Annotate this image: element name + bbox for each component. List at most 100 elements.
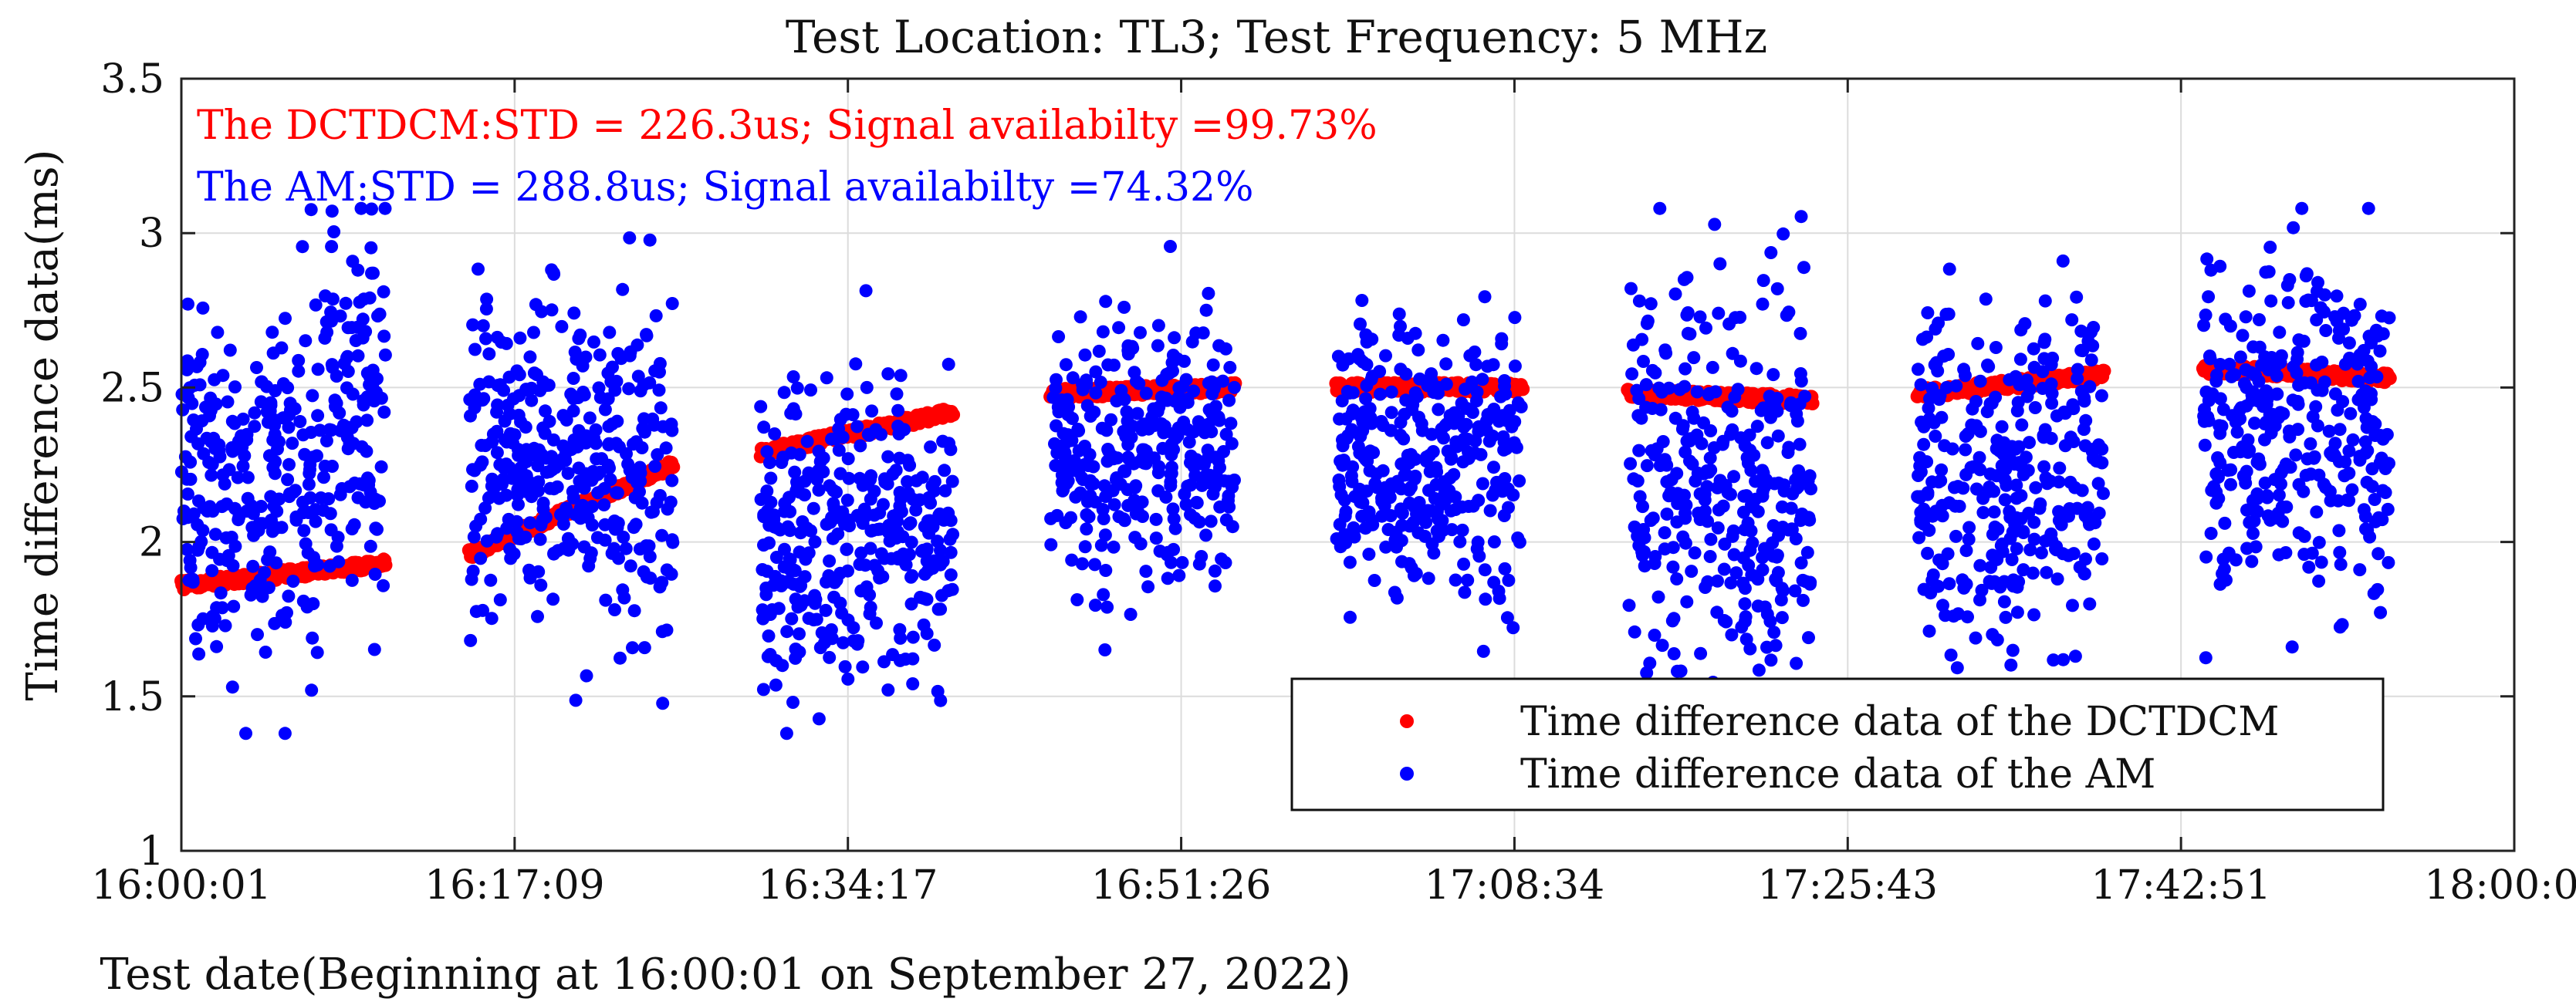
am-data-point bbox=[652, 383, 666, 397]
am-data-point bbox=[1094, 376, 1107, 389]
am-data-point bbox=[346, 255, 360, 268]
am-data-point bbox=[2378, 486, 2392, 499]
am-data-point bbox=[2262, 265, 2276, 278]
am-data-point bbox=[2246, 527, 2260, 540]
am-data-point bbox=[500, 435, 514, 449]
am-data-point bbox=[931, 684, 945, 698]
am-data-point bbox=[1704, 532, 1718, 546]
am-data-point bbox=[2066, 599, 2079, 612]
am-data-point bbox=[1205, 407, 1219, 420]
am-data-point bbox=[1632, 538, 1646, 552]
am-data-point bbox=[861, 427, 875, 441]
am-data-point bbox=[1078, 440, 1092, 453]
am-data-point bbox=[2273, 326, 2287, 339]
am-data-point bbox=[232, 513, 245, 527]
am-data-point bbox=[1690, 428, 1704, 442]
am-data-point bbox=[1052, 330, 1066, 343]
am-data-point bbox=[780, 625, 794, 639]
am-data-point bbox=[853, 558, 867, 572]
am-data-point bbox=[2083, 380, 2097, 393]
am-data-point bbox=[1165, 437, 1178, 451]
am-data-point bbox=[623, 231, 637, 245]
am-data-point bbox=[928, 484, 941, 498]
am-data-point bbox=[1764, 246, 1778, 259]
am-data-point bbox=[589, 423, 603, 437]
am-data-point bbox=[1637, 523, 1651, 536]
am-data-point bbox=[512, 389, 526, 403]
am-data-point bbox=[1198, 457, 1211, 471]
am-data-point bbox=[341, 365, 355, 378]
am-data-point bbox=[1944, 648, 1958, 662]
am-data-point bbox=[838, 660, 852, 673]
am-data-point bbox=[1751, 599, 1765, 613]
am-data-point bbox=[1674, 664, 1688, 678]
am-data-point bbox=[1741, 516, 1755, 530]
am-data-point bbox=[2265, 351, 2278, 364]
am-data-point bbox=[945, 474, 959, 488]
am-data-point bbox=[269, 455, 282, 469]
am-data-point bbox=[756, 683, 770, 697]
am-data-point bbox=[1770, 548, 1784, 562]
am-data-point bbox=[1693, 310, 1707, 324]
am-data-point bbox=[1142, 422, 1155, 436]
am-data-point bbox=[1959, 544, 1973, 558]
am-data-point bbox=[1670, 572, 1684, 585]
am-data-point bbox=[479, 332, 492, 346]
am-data-point bbox=[1637, 355, 1650, 368]
am-data-point bbox=[1176, 380, 1189, 393]
am-data-point bbox=[906, 652, 920, 666]
am-data-point bbox=[2230, 425, 2244, 439]
am-data-point bbox=[1107, 498, 1121, 511]
am-data-point bbox=[2368, 493, 2382, 506]
am-data-point bbox=[1797, 593, 1810, 607]
am-data-point bbox=[2202, 349, 2216, 363]
y-tick-label: 1 bbox=[139, 828, 164, 875]
am-data-point bbox=[1936, 599, 1949, 612]
am-data-point bbox=[192, 539, 206, 553]
y-tick-label: 2.5 bbox=[100, 365, 164, 411]
am-data-point bbox=[1476, 644, 1490, 658]
am-data-point bbox=[2013, 353, 2027, 366]
am-data-point bbox=[305, 683, 319, 697]
am-data-point bbox=[579, 429, 593, 443]
am-data-point bbox=[1373, 387, 1387, 401]
am-data-point bbox=[2006, 643, 2020, 657]
am-data-point bbox=[1976, 491, 1990, 505]
am-data-point bbox=[250, 361, 263, 374]
am-data-point bbox=[1184, 449, 1198, 463]
am-data-point bbox=[1168, 394, 1182, 408]
am-data-point bbox=[891, 508, 904, 521]
am-data-point bbox=[208, 528, 222, 541]
am-data-point bbox=[1942, 348, 1956, 361]
am-data-point bbox=[2233, 350, 2247, 364]
am-data-point bbox=[1493, 592, 1506, 606]
am-data-point bbox=[474, 458, 488, 472]
am-data-point bbox=[620, 447, 633, 461]
am-data-point bbox=[556, 409, 570, 423]
am-data-point bbox=[661, 502, 674, 516]
am-data-point bbox=[2229, 553, 2243, 567]
am-data-point bbox=[1112, 510, 1126, 524]
am-data-point bbox=[2363, 530, 2377, 544]
am-data-point bbox=[786, 696, 800, 709]
am-data-point bbox=[513, 331, 527, 345]
am-data-point bbox=[1627, 472, 1641, 486]
am-data-point bbox=[1677, 272, 1691, 286]
am-data-point bbox=[1494, 390, 1508, 403]
am-data-point bbox=[2034, 546, 2048, 560]
am-data-point bbox=[1775, 500, 1789, 514]
am-data-point bbox=[1914, 465, 1928, 479]
am-data-point bbox=[2292, 477, 2306, 491]
am-data-point bbox=[871, 564, 885, 578]
am-data-point bbox=[2022, 506, 2036, 520]
am-data-point bbox=[1159, 491, 1173, 504]
am-data-point bbox=[1912, 531, 1926, 545]
am-data-point bbox=[373, 307, 387, 321]
am-data-point bbox=[1767, 477, 1781, 491]
am-data-point bbox=[498, 414, 512, 428]
am-data-point bbox=[621, 457, 635, 471]
am-data-point bbox=[1770, 282, 1784, 295]
am-data-point bbox=[2029, 481, 2043, 494]
am-data-point bbox=[1121, 344, 1135, 357]
am-data-point bbox=[2365, 415, 2379, 429]
